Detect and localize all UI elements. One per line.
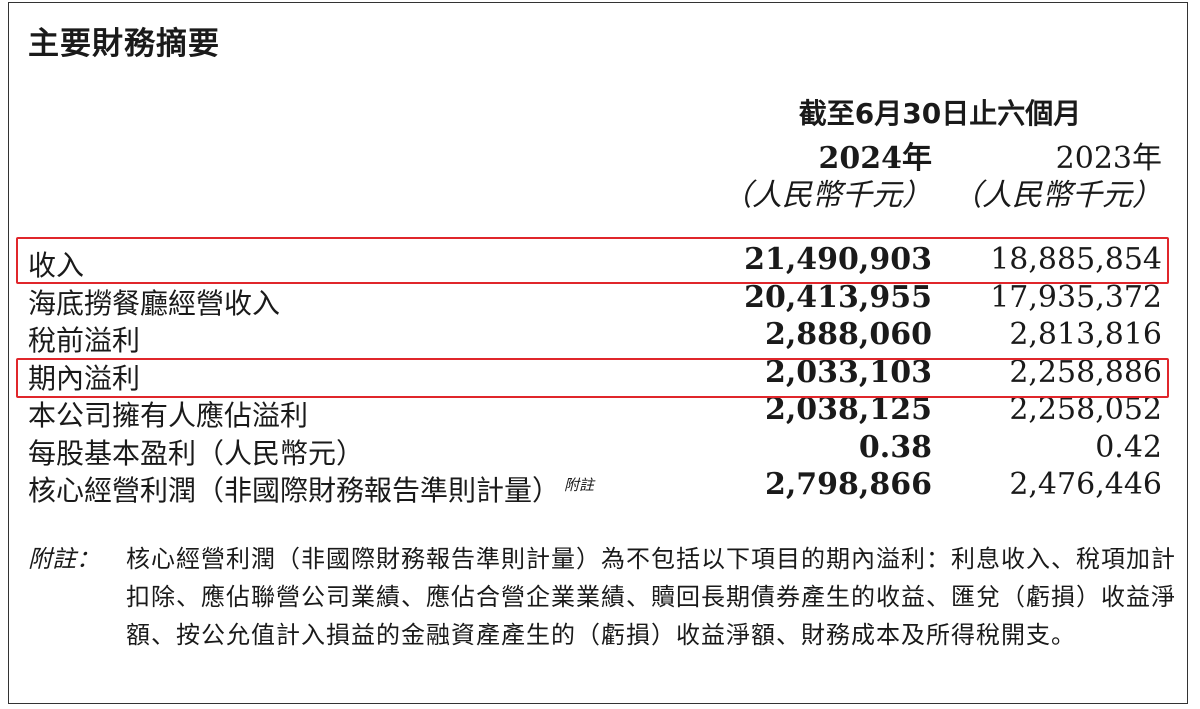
row-label: 期內溢利 [28,361,141,395]
value-2024: 2,038,125 [764,392,932,427]
table-row-revenue: 收入 21,490,903 18,885,854 [0,240,1200,282]
value-2023: 17,935,372 [990,279,1162,315]
table-row-profit-before-tax: 稅前溢利 2,888,060 2,813,816 [0,315,1200,357]
row-label: 核心經營利潤（非國際財務報告準則計量） 附註 [28,469,594,509]
row-label: 海底撈餐廳經營收入 [28,286,281,320]
table-row-core-operating-profit: 核心經營利潤（非國際財務報告準則計量） 附註 2,798,866 2,476,44… [0,465,1200,507]
value-2024: 20,413,955 [744,279,932,315]
column-header-2024: 2024年 [818,141,933,176]
value-2024: 21,490,903 [744,242,932,277]
value-2023: 0.42 [1095,429,1162,465]
content-frame [8,2,1188,704]
value-2023: 2,258,052 [1009,392,1162,427]
value-2024: 2,888,060 [764,317,932,352]
value-2024: 2,798,866 [764,467,932,502]
value-2023: 2,813,816 [1009,317,1162,352]
row-label-text: 核心經營利潤（非國際財務報告準則計量） [28,474,561,507]
row-label: 每股基本盈利（人民幣元） [28,436,365,470]
period-header: 截至6月30日止六個月 [798,97,1082,130]
value-2023: 2,476,446 [1009,467,1162,502]
footnote-marker: 附註 [564,475,595,494]
financial-table: 收入 21,490,903 18,885,854 海底撈餐廳經營收入 20,41… [0,240,1200,507]
value-2024: 2,033,103 [764,354,932,390]
column-header-2023: 2023年 [1055,141,1162,176]
value-2023: 18,885,854 [990,242,1162,277]
table-row-profit-for-period: 期內溢利 2,033,103 2,258,886 [0,353,1200,395]
unit-header-2023: （人民幣千元） [952,178,1162,213]
footnote: 附註： 核心經營利潤（非國際財務報告準則計量）為不包括以下項目的期內溢利：利息收… [28,540,1178,654]
row-label: 本公司擁有人應佔溢利 [28,399,309,432]
footnote-text: 核心經營利潤（非國際財務報告準則計量）為不包括以下項目的期內溢利：利息收入、稅項… [126,545,1176,649]
page-title: 主要財務摘要 [28,26,220,62]
table-row-profit-attributable: 本公司擁有人應佔溢利 2,038,125 2,258,052 [0,390,1200,432]
value-2023: 2,258,886 [1009,354,1162,390]
value-2024: 0.38 [858,429,932,465]
table-row-eps: 每股基本盈利（人民幣元） 0.38 0.42 [0,428,1200,470]
unit-header-2024: （人民幣千元） [722,178,932,213]
table-row-restaurant-revenue: 海底撈餐廳經營收入 20,413,955 17,935,372 [0,278,1200,320]
row-label: 收入 [28,249,85,282]
row-label: 稅前溢利 [28,324,141,357]
footnote-label: 附註： [28,545,100,573]
